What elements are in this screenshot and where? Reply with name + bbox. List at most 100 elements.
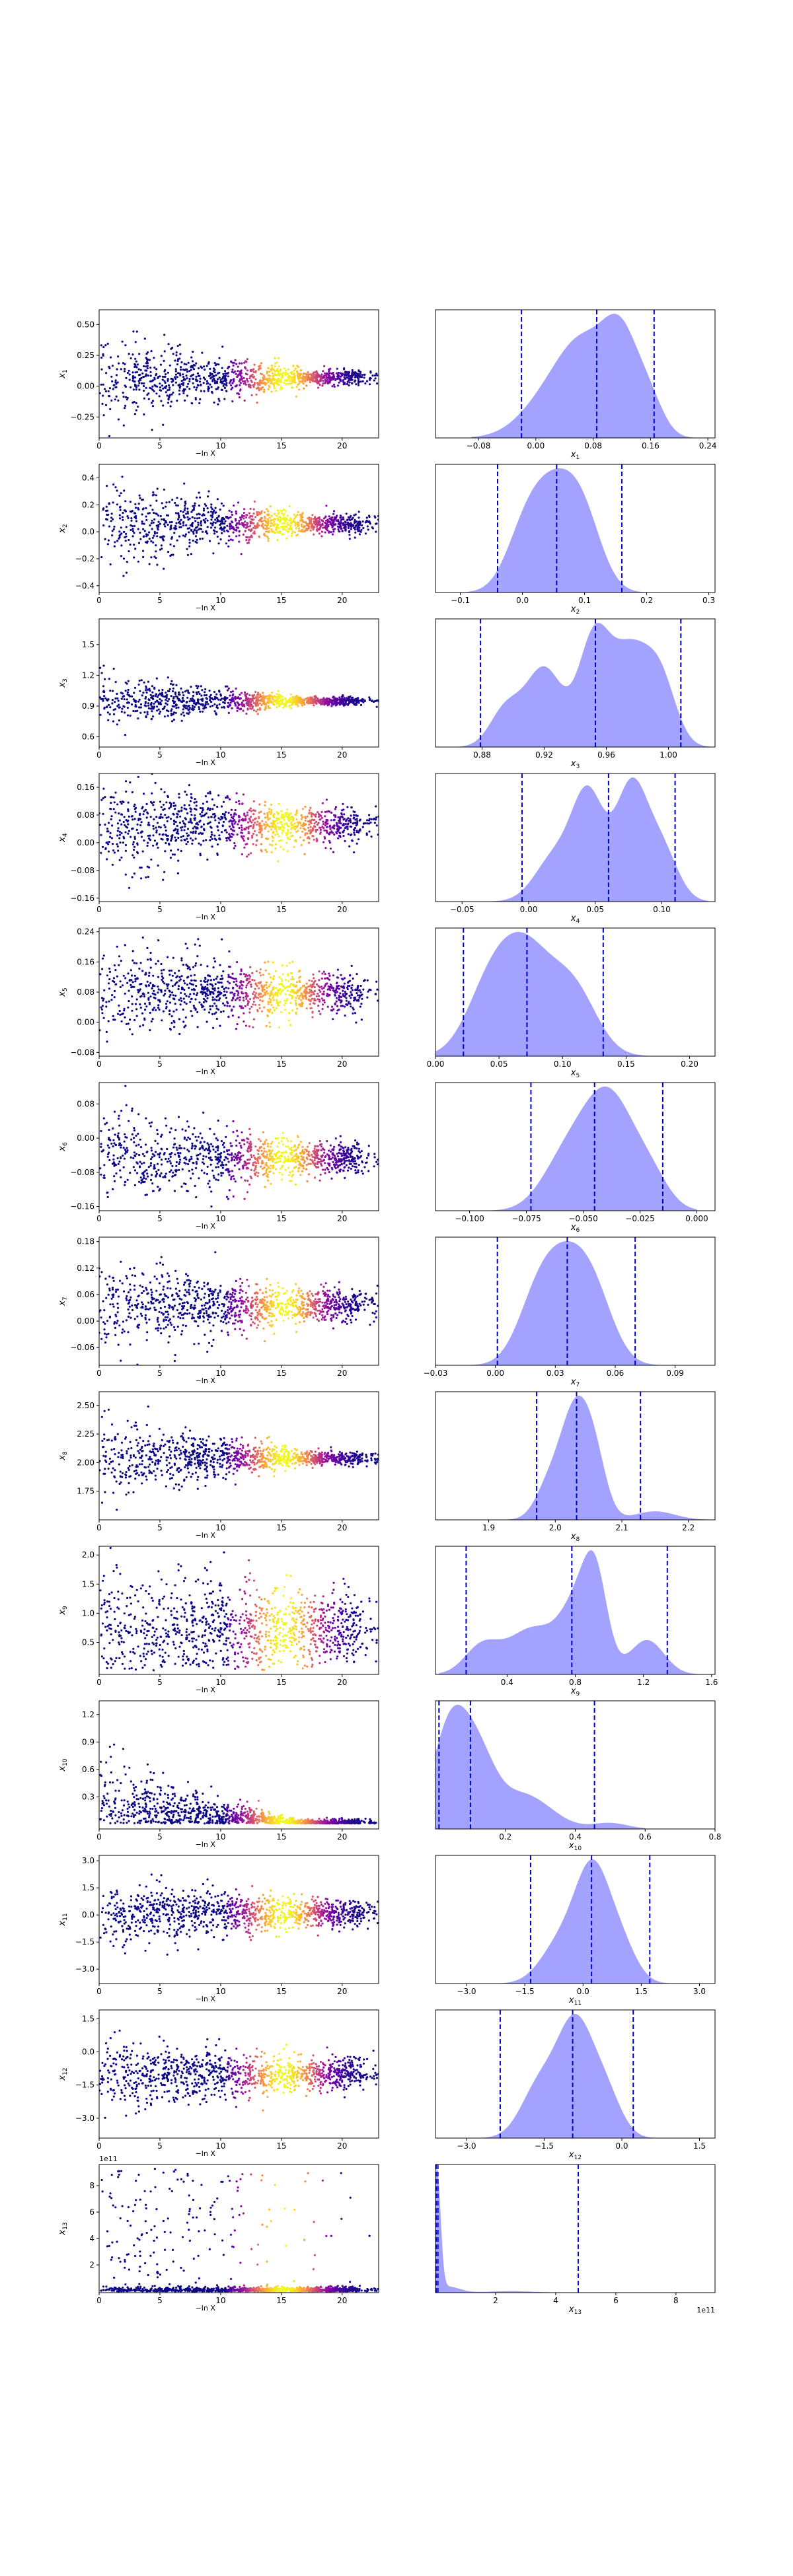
scatter-point [149,380,152,383]
scatter-point [254,378,257,380]
scatter-point [243,515,245,518]
scatter-point [198,380,202,383]
scatter-point [182,514,185,517]
scatter-point [307,517,309,520]
scatter-point [170,520,173,524]
scatter-point [291,699,293,701]
scatter-point [322,370,324,373]
scatter-point [148,824,151,826]
scatter-point [283,522,286,525]
scatter-point [353,831,356,834]
posterior-frame [435,618,716,748]
scatter-point [162,423,165,426]
scatter-point [348,534,351,536]
scatter-point [198,517,201,520]
scatter-point [120,698,123,700]
scatter-point [301,523,303,526]
scatter-point [177,859,180,862]
scatter-point [215,693,218,696]
scatter-point [334,378,337,382]
scatter-point [160,969,163,972]
scatter-point [111,380,114,382]
scatter-point [161,975,163,978]
scatter-point [107,850,110,853]
scatter-point [266,371,269,373]
x-tick-label: 0 [96,441,102,450]
scatter-point [107,513,110,516]
scatter-point [163,567,165,570]
scatter-point [146,711,149,713]
scatter-point [209,383,211,386]
scatter-point [276,706,278,709]
scatter-point [302,382,305,385]
scatter-point [348,699,352,701]
scatter-point [146,362,149,365]
scatter-point [244,520,246,523]
scatter-point [110,801,112,805]
scatter-point [228,833,231,836]
scatter-point [100,368,103,371]
scatter-point [194,818,196,821]
scatter-point [153,702,155,705]
scatter-point [170,1015,173,1018]
scatter-point [351,698,354,700]
scatter-point [104,388,106,390]
scatter-point [229,835,231,838]
scatter-point [245,361,248,363]
scatter-point [106,706,108,709]
scatter-point [285,379,289,382]
scatter-point [128,378,131,381]
scatter-point [369,821,372,824]
scatter-point [287,837,289,840]
scatter-point [260,381,262,384]
scatter-point [102,699,104,702]
scatter-point [339,378,342,381]
scatter-point [152,804,155,806]
scatter-point [273,387,276,390]
scatter-point [266,986,268,989]
scatter-point [305,1007,308,1010]
scatter-point [120,1020,123,1022]
scatter-point [186,700,188,703]
scatter-point [234,844,237,847]
scatter-point [153,989,155,992]
scatter-point [131,695,133,698]
scatter-point [145,685,147,688]
scatter-point [149,703,152,706]
scatter-point [289,818,292,820]
scatter-point [343,829,346,832]
scatter-point [326,372,328,375]
scatter-point [138,967,141,970]
scatter-point [174,512,177,515]
scatter-point [151,400,155,402]
scatter-point [133,856,135,859]
scatter-point [268,527,270,530]
scatter-point [304,520,307,524]
scatter-point [225,839,228,842]
scatter-point [295,386,298,388]
scatter-point [299,513,301,517]
scatter-point [215,1017,218,1020]
scatter-point [342,701,345,703]
scatter-point [235,813,237,816]
scatter-point [155,524,158,527]
scatter-point [375,699,377,702]
scatter-point [100,799,103,801]
scatter-point [201,514,204,517]
scatter-point [170,840,172,842]
scatter-point [324,381,326,384]
scatter-point [129,543,132,546]
scatter-point [229,538,232,541]
scatter-point [152,828,155,830]
scatter-point [359,818,361,821]
scatter-point [282,830,285,832]
scatter-point [186,511,189,513]
scatter-point [287,829,289,832]
scatter-point [280,839,283,841]
scatter-point [324,521,326,524]
scatter-point [245,843,247,845]
scatter-point [359,371,362,373]
scatter-point [241,523,244,526]
scatter-point [295,395,297,398]
scatter-point [180,957,183,960]
